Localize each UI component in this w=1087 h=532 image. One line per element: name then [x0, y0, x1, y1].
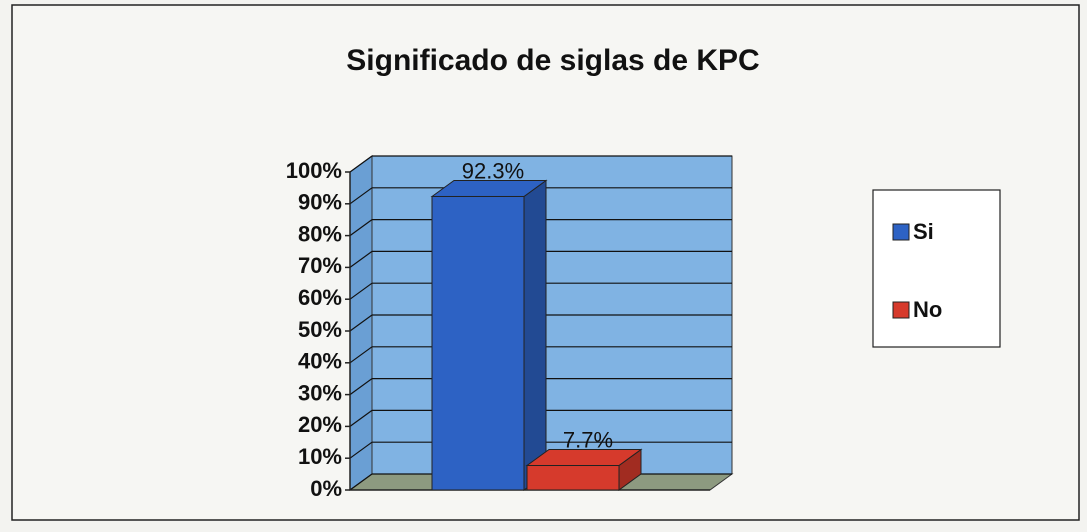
legend-label: Si	[913, 219, 934, 244]
grid-line-side	[349, 250, 373, 268]
legend-box	[872, 189, 1001, 348]
grid-line-side	[349, 441, 373, 459]
y-tick-label: 0%	[310, 476, 342, 501]
y-tick-label: 20%	[298, 412, 342, 437]
grid-line-side	[349, 409, 373, 427]
legend-swatch	[892, 223, 910, 241]
y-tick-label: 60%	[298, 285, 342, 310]
y-tick-label: 40%	[298, 349, 342, 374]
y-tick-label: 90%	[298, 190, 342, 215]
bar-side	[523, 179, 547, 491]
legend-label: No	[913, 297, 942, 322]
y-tick-label: 50%	[298, 317, 342, 342]
grid-line-side	[349, 155, 373, 173]
bar	[526, 465, 620, 491]
grid-line-side	[349, 346, 373, 364]
bar	[431, 195, 525, 491]
y-tick-label: 70%	[298, 253, 342, 278]
grid-line-side	[349, 187, 373, 205]
y-tick-label: 10%	[298, 444, 342, 469]
grid-line-side	[349, 314, 373, 332]
value-label: 92.3%	[462, 158, 524, 183]
y-tick-label: 100%	[286, 158, 342, 183]
y-tick-label: 80%	[298, 221, 342, 246]
legend-swatch	[892, 301, 910, 319]
grid-line-side	[349, 378, 373, 396]
value-label: 7.7%	[563, 427, 613, 452]
grid-line-side	[349, 473, 373, 491]
grid-line-side	[349, 282, 373, 300]
grid-line-side	[349, 219, 373, 237]
y-tick-label: 30%	[298, 380, 342, 405]
chart-title: Significado de siglas de KPC	[346, 44, 759, 77]
